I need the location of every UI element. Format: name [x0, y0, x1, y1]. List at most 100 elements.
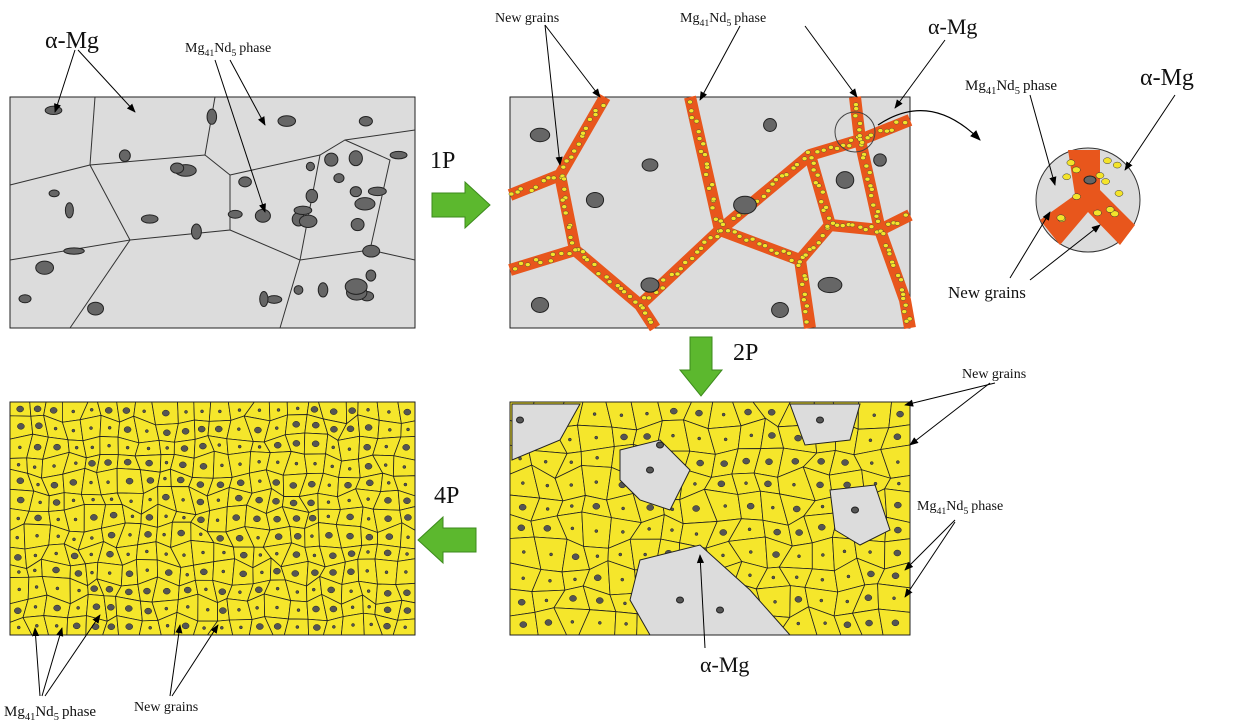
new-grain [627, 294, 633, 299]
precipitate [744, 481, 748, 485]
step-arrow [431, 180, 491, 230]
precipitate [350, 217, 365, 232]
precipitate [313, 624, 321, 631]
leader-arrow [1029, 94, 1057, 186]
new-grain [877, 128, 884, 133]
precipitate [517, 598, 526, 606]
precipitate [218, 588, 227, 595]
new-grain [640, 305, 646, 311]
grain-boundary [69, 239, 131, 329]
precipitate [142, 409, 146, 414]
precipitate [549, 552, 553, 557]
leader-arrow [1124, 94, 1176, 171]
precipitate [843, 621, 852, 629]
precipitate [383, 622, 391, 630]
new-grain [853, 102, 859, 107]
label-part: Nd [709, 11, 726, 26]
precipitate [723, 504, 727, 508]
precipitate [49, 407, 58, 414]
precipitate [227, 209, 243, 219]
new-grain [816, 183, 822, 188]
precipitate [237, 444, 242, 449]
precipitate [237, 608, 241, 612]
precipitate [145, 549, 149, 554]
new-grain [749, 236, 756, 242]
precipitate [363, 443, 371, 451]
new-grain [1103, 157, 1112, 164]
precipitate [273, 441, 282, 449]
precipitate [181, 498, 185, 502]
precipitate [32, 465, 37, 469]
precipitate [260, 570, 264, 575]
new-grain [561, 204, 567, 209]
precipitate [184, 410, 188, 414]
precipitate [176, 476, 185, 484]
label-part: Nd [946, 499, 963, 514]
precipitate [202, 626, 206, 630]
new-grain [818, 199, 824, 204]
precipitate [73, 517, 78, 522]
new-grain [801, 297, 807, 302]
precipitate [645, 411, 649, 416]
precipitate [17, 570, 21, 574]
new-grain [867, 170, 873, 175]
leader-arrow [32, 627, 41, 697]
new-grain [794, 162, 800, 167]
precipitate [344, 278, 368, 295]
precipitate [312, 553, 317, 558]
phase-label: Mg41Nd5 phase [917, 499, 1003, 517]
precipitate [402, 465, 407, 469]
precipitate [54, 551, 58, 556]
precipitate [569, 483, 573, 487]
precipitate [235, 494, 243, 502]
precipitate [893, 433, 902, 441]
precipitate [254, 426, 262, 434]
precipitate [670, 407, 678, 415]
new-grain [868, 133, 874, 138]
leader-arrow [699, 25, 741, 101]
label: New grains [134, 700, 198, 715]
label: 1P [430, 148, 455, 174]
precipitate [369, 622, 373, 627]
new-grain [562, 210, 569, 216]
precipitate [164, 552, 168, 556]
precipitate [366, 497, 370, 501]
precipitate [200, 409, 204, 414]
precipitate [69, 479, 78, 486]
precipitate [349, 589, 353, 593]
new-grain [600, 103, 607, 108]
new-grain [805, 150, 811, 155]
new-grain [660, 285, 666, 291]
precipitate [183, 586, 192, 594]
precipitate [384, 497, 392, 504]
new-grain [883, 243, 889, 248]
precipitate [125, 588, 133, 596]
precipitate [521, 481, 525, 485]
new-grain [678, 266, 684, 271]
precipitate [90, 536, 94, 540]
new-grain [903, 212, 909, 218]
precipitate [365, 533, 374, 541]
precipitate [90, 445, 95, 450]
precipitate [820, 504, 825, 509]
new-grain [816, 240, 822, 245]
precipitate [598, 621, 602, 625]
new-grain [528, 188, 535, 193]
shapes [9, 94, 1141, 636]
new-grain [560, 164, 567, 170]
precipitate [56, 534, 60, 539]
new-grain [875, 209, 881, 214]
new-grain [803, 276, 809, 282]
new-grain [900, 292, 906, 297]
precipitate [14, 554, 22, 561]
precipitate [795, 529, 803, 536]
precipitate [180, 445, 189, 452]
precipitate [256, 623, 264, 630]
new-grain [756, 241, 763, 247]
precipitate [354, 197, 376, 211]
precipitate [384, 515, 392, 522]
precipitate [64, 202, 74, 219]
precipitate [764, 480, 772, 488]
precipitate [273, 567, 281, 575]
new-grain [518, 261, 524, 266]
